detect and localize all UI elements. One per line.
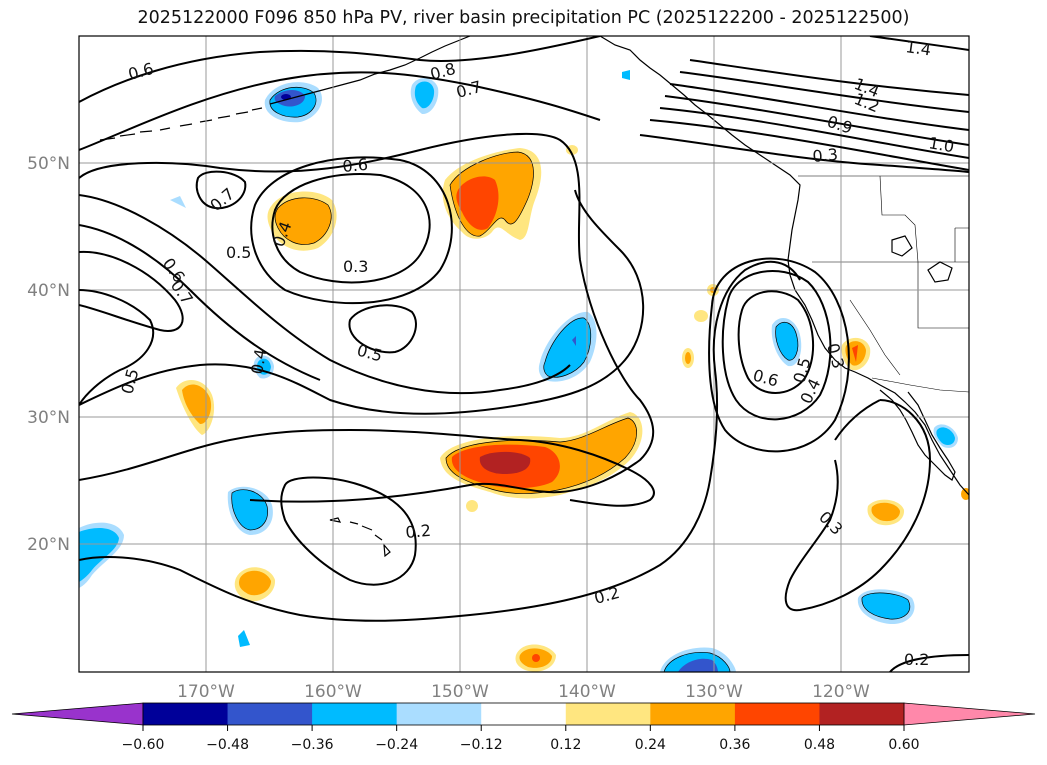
colorbar-tick-label: 0.24 — [635, 737, 666, 753]
colorbar-tick-label: 0.48 — [804, 737, 835, 753]
colorbar-cell — [819, 703, 905, 725]
contour-label: 0.2 — [904, 650, 929, 669]
figure-title: 2025122000 F096 850 hPa PV, river basin … — [137, 8, 910, 28]
contour-label: 1.4 — [904, 37, 932, 59]
lat-label: 30°N — [27, 408, 70, 428]
colorbar-cell — [650, 703, 736, 725]
colorbar-tick-label: −0.48 — [206, 737, 249, 753]
colorbar-cell — [565, 703, 651, 725]
precip-patch — [479, 451, 531, 474]
colorbar-cell — [734, 703, 820, 725]
contour-label: 0.3 — [812, 145, 839, 166]
lon-label: 120°W — [812, 682, 870, 702]
contour-label: 0.2 — [405, 521, 432, 542]
contour-label: 0.4 — [247, 347, 270, 375]
lon-label: 140°W — [558, 682, 616, 702]
precip-patch — [456, 176, 499, 230]
contour-label: 0.6 — [342, 155, 369, 176]
precip-patch — [79, 528, 119, 582]
lon-label: 150°W — [431, 682, 489, 702]
precip-patch — [543, 317, 591, 378]
contour-label: 1.0 — [927, 133, 955, 156]
colorbar-cell — [312, 703, 398, 725]
map-area — [79, 36, 969, 672]
colorbar-tick-label: −0.24 — [375, 737, 418, 753]
precip-patch — [275, 197, 332, 245]
precip-patch — [238, 570, 271, 596]
colorbar-tick-label: 0.36 — [719, 737, 750, 753]
contour-label: 0.5 — [226, 243, 251, 262]
colorbar-tick-label: 0.60 — [888, 737, 919, 753]
lat-label: 40°N — [27, 281, 70, 301]
precip-patch — [775, 322, 798, 361]
lat-label: 50°N — [27, 154, 70, 174]
precip-patch — [861, 592, 910, 620]
colorbar-tick-label: 0.12 — [550, 737, 581, 753]
colorbar-cell — [227, 703, 313, 725]
precip-patch — [182, 384, 212, 425]
triangle-right-extension-icon — [903, 702, 1036, 726]
colorbar-cell — [396, 703, 482, 725]
precip-patch — [414, 81, 435, 109]
colorbar-tick-label: −0.60 — [122, 737, 165, 753]
colorbar: −0.60 −0.48 −0.36 −0.24 −0.12 0.12 0.24 0.36 0.4… — [11, 702, 1036, 753]
lat-label: 20°N — [27, 535, 70, 555]
colorbar-cell — [143, 703, 229, 725]
lon-axis-labels: 170°W 160°W 150°W 140°W 130°W 120°W — [177, 682, 870, 702]
lon-label: 160°W — [304, 682, 362, 702]
colorbar-tick-label: −0.12 — [460, 737, 503, 753]
pv-contours — [79, 36, 969, 672]
lon-label: 170°W — [177, 682, 235, 702]
borders — [798, 175, 969, 393]
colorbar-tick-label: −0.36 — [291, 737, 334, 753]
colorbar-cell — [481, 703, 567, 725]
triangle-left-extension-icon — [11, 702, 144, 726]
map-frame — [78, 35, 970, 673]
contour-label: 0.3 — [343, 257, 368, 276]
lat-axis-labels: 50°N 40°N 30°N 20°N — [27, 154, 70, 555]
lon-label: 130°W — [685, 682, 743, 702]
precip-patch — [871, 502, 900, 522]
